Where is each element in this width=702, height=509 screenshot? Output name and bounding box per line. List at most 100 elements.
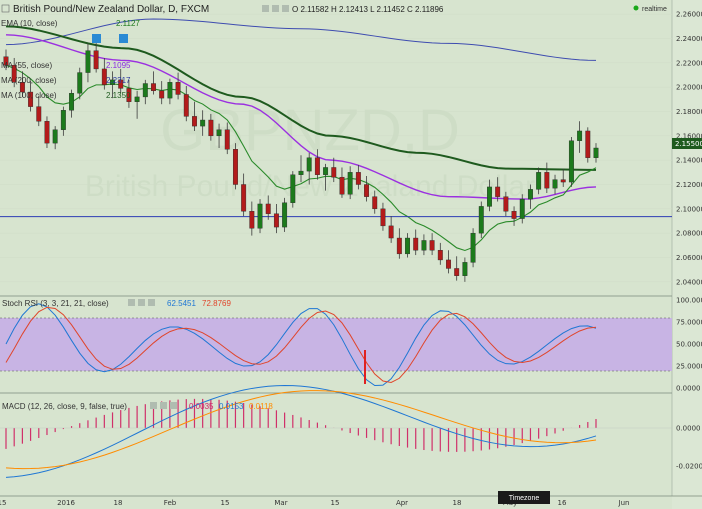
candle[interactable] bbox=[544, 162, 550, 194]
candle[interactable] bbox=[232, 143, 238, 190]
candle[interactable] bbox=[118, 68, 124, 94]
candle[interactable] bbox=[175, 72, 181, 100]
candle[interactable] bbox=[282, 197, 288, 232]
candle[interactable] bbox=[585, 127, 591, 163]
legend-ema10-label[interactable]: EMA (10, close) bbox=[1, 19, 58, 28]
candle[interactable] bbox=[3, 49, 9, 71]
stoch-k-line[interactable] bbox=[5, 303, 597, 387]
candle[interactable] bbox=[241, 173, 247, 217]
macd-label[interactable]: MACD (12, 26, close, 9, false, true) bbox=[2, 402, 127, 411]
candle[interactable] bbox=[405, 233, 410, 258]
candle[interactable] bbox=[314, 149, 320, 180]
candle[interactable] bbox=[273, 203, 279, 234]
macd-line[interactable] bbox=[5, 385, 597, 478]
candle[interactable] bbox=[503, 191, 509, 217]
candle[interactable] bbox=[536, 167, 542, 195]
candle[interactable] bbox=[19, 71, 25, 97]
candle[interactable] bbox=[364, 175, 370, 202]
ma100-line[interactable] bbox=[5, 25, 597, 171]
candle[interactable] bbox=[290, 171, 296, 208]
candle[interactable] bbox=[126, 79, 132, 108]
candle[interactable] bbox=[413, 229, 419, 256]
candle[interactable] bbox=[478, 201, 484, 239]
legend-ma200-label[interactable]: MA (200, close) bbox=[1, 76, 57, 85]
candle[interactable] bbox=[298, 155, 304, 183]
signal-line[interactable] bbox=[5, 390, 597, 470]
candle[interactable] bbox=[421, 234, 427, 256]
candle[interactable] bbox=[167, 78, 173, 105]
legend-gear-icon-2[interactable] bbox=[119, 34, 128, 43]
candle[interactable] bbox=[470, 228, 476, 268]
candle[interactable] bbox=[36, 95, 42, 127]
candle[interactable] bbox=[437, 242, 443, 265]
stoch-label[interactable]: Stoch RSI (3, 3, 21, 21, close) bbox=[2, 299, 109, 308]
candle[interactable] bbox=[265, 195, 271, 220]
candle[interactable] bbox=[151, 71, 156, 95]
candle[interactable] bbox=[339, 167, 345, 198]
price-axis-area[interactable] bbox=[672, 0, 702, 509]
candle[interactable] bbox=[511, 206, 517, 226]
legend-ma55-label[interactable]: MA (55, close) bbox=[1, 61, 52, 70]
candle[interactable] bbox=[429, 233, 435, 256]
candle[interactable] bbox=[257, 199, 263, 234]
eye-icon[interactable] bbox=[262, 5, 269, 12]
candle[interactable] bbox=[142, 79, 148, 105]
stoch-close-icon[interactable] bbox=[148, 299, 155, 306]
candle[interactable] bbox=[347, 166, 353, 200]
stoch-settings-icon[interactable] bbox=[138, 299, 145, 306]
candle[interactable] bbox=[183, 85, 189, 122]
stoch-d-line[interactable] bbox=[5, 306, 597, 384]
macd-settings-icon[interactable] bbox=[160, 402, 167, 409]
candle[interactable] bbox=[60, 106, 66, 136]
candle[interactable] bbox=[355, 165, 361, 190]
candle[interactable] bbox=[224, 122, 230, 155]
candle[interactable] bbox=[495, 177, 501, 202]
legend-gear-icon[interactable] bbox=[92, 34, 101, 43]
settings-icon[interactable] bbox=[272, 5, 279, 12]
candle[interactable] bbox=[208, 113, 214, 141]
candle[interactable] bbox=[159, 81, 165, 105]
candle[interactable] bbox=[249, 201, 255, 236]
candle[interactable] bbox=[77, 67, 83, 100]
candle[interactable] bbox=[101, 57, 107, 90]
candle[interactable] bbox=[110, 71, 115, 99]
candle[interactable] bbox=[388, 216, 394, 243]
candle[interactable] bbox=[11, 57, 17, 88]
candle[interactable] bbox=[28, 81, 34, 112]
collapse-icon[interactable] bbox=[1, 4, 10, 13]
close-icon[interactable] bbox=[282, 5, 289, 12]
candle[interactable] bbox=[69, 89, 75, 118]
candle[interactable] bbox=[487, 179, 492, 212]
candle[interactable] bbox=[560, 168, 566, 187]
stoch-eye-icon[interactable] bbox=[128, 299, 135, 306]
candle[interactable] bbox=[577, 121, 583, 153]
header-controls[interactable] bbox=[262, 5, 289, 12]
candle[interactable] bbox=[93, 40, 99, 73]
candle[interactable] bbox=[552, 174, 558, 195]
candle[interactable] bbox=[331, 157, 337, 183]
candle[interactable] bbox=[323, 163, 329, 191]
candle[interactable] bbox=[372, 190, 378, 214]
candle[interactable] bbox=[85, 43, 91, 83]
candle[interactable] bbox=[519, 194, 525, 224]
candle[interactable] bbox=[200, 110, 206, 136]
candle[interactable] bbox=[446, 250, 451, 274]
candle[interactable] bbox=[454, 256, 460, 281]
macd-close-icon[interactable] bbox=[170, 402, 177, 409]
candle[interactable] bbox=[52, 126, 58, 150]
candle[interactable] bbox=[134, 90, 140, 119]
macd-eye-icon[interactable] bbox=[150, 402, 157, 409]
indicator-legend[interactable]: EMA (10, close) 2.1127 MA (55, close) 2.… bbox=[1, 19, 140, 100]
candle[interactable] bbox=[216, 123, 222, 148]
candle[interactable] bbox=[396, 228, 402, 259]
candle[interactable] bbox=[593, 143, 599, 163]
candle[interactable] bbox=[192, 101, 197, 131]
ma200-line[interactable] bbox=[5, 18, 597, 61]
candle[interactable] bbox=[568, 137, 574, 187]
candle[interactable] bbox=[380, 202, 386, 231]
timezone-button[interactable] bbox=[498, 491, 550, 504]
candle[interactable] bbox=[44, 116, 50, 148]
candle[interactable] bbox=[306, 152, 312, 185]
legend-ma100-label[interactable]: MA (100, close) bbox=[1, 91, 57, 100]
